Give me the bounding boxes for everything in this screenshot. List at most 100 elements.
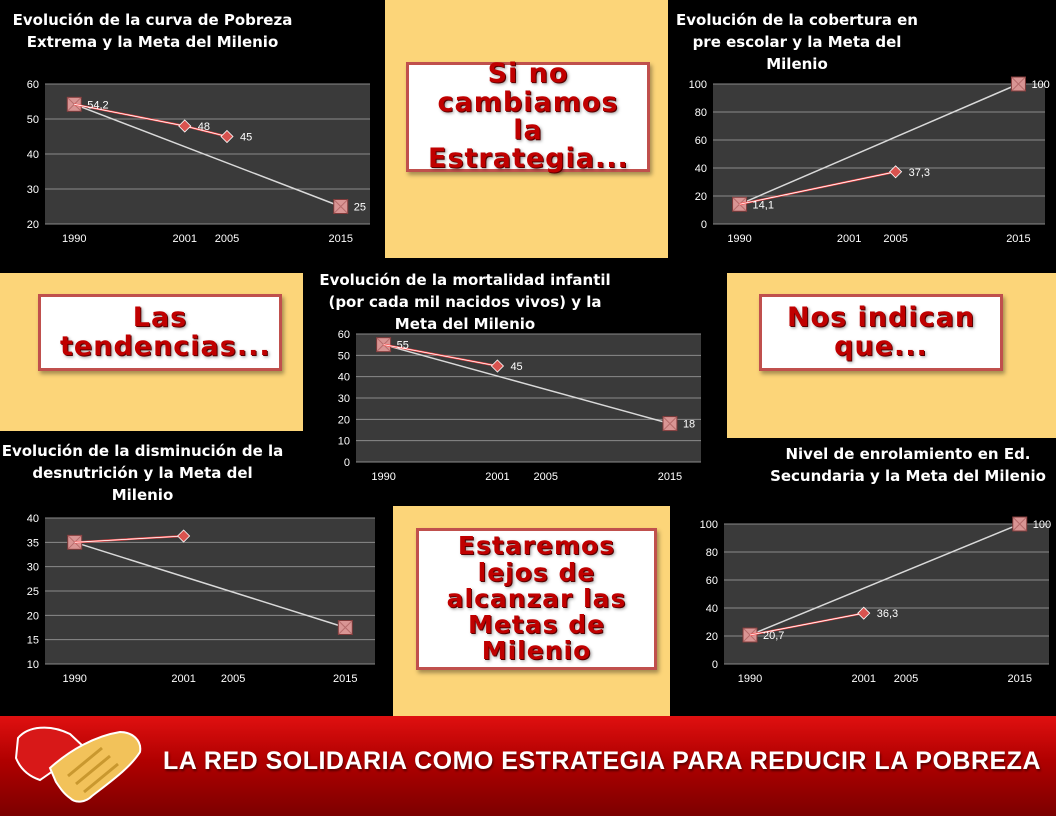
meta-point-shade — [1012, 516, 1028, 532]
y-tick-label: 50 — [338, 350, 350, 362]
y-tick-label: 40 — [27, 149, 39, 161]
callout-left-text: Las tendencias... — [60, 302, 271, 362]
meta-line — [739, 83, 1019, 205]
y-tick-label: 35 — [27, 537, 39, 549]
data-label: 25 — [354, 202, 366, 214]
x-tick-label: 2015 — [333, 673, 357, 685]
x-tick-label: 1990 — [727, 233, 751, 245]
data-label: 36,3 — [877, 608, 898, 620]
y-tick-label: 0 — [344, 457, 350, 469]
y-tick-label: 20 — [27, 610, 39, 622]
x-tick-label: 2015 — [1006, 233, 1030, 245]
y-tick-label: 20 — [27, 219, 39, 231]
chart-3-title: Evolución de la mortalidad infantil (por… — [319, 271, 611, 333]
data-label: 45 — [510, 361, 522, 373]
meta-point-shade — [662, 416, 678, 431]
footer-banner — [0, 716, 1056, 816]
meta-line — [73, 103, 342, 208]
chart-pobreza-extrema: 20 30 40 50 60 1990 2001 2005 2015 25 54,2 48 45 — [27, 79, 370, 245]
callout-bottom-text: Estaremos lejos de alcanzar las Metas de… — [446, 531, 627, 666]
x-tick-label: 2001 — [837, 233, 861, 245]
meta-point-shade — [1011, 76, 1026, 92]
x-tick-label: 1990 — [62, 673, 86, 685]
x-tick-label: 2005 — [894, 673, 918, 685]
plot-area — [724, 524, 1049, 664]
y-tick-label: 30 — [27, 562, 39, 574]
chart-enrolamiento-secundaria: 0 20 40 60 80 100 1990 2001 2005 2015 100 20,7 36,3 — [700, 516, 1051, 685]
data-label: 37,3 — [909, 167, 930, 179]
actual-point — [857, 606, 871, 620]
x-tick-label: 1990 — [738, 673, 762, 685]
meta-line — [74, 541, 346, 629]
x-tick-label: 2005 — [221, 673, 245, 685]
y-tick-label: 60 — [695, 135, 707, 147]
actual-line-highlight — [383, 344, 498, 367]
y-tick-label: 10 — [27, 659, 39, 671]
y-tick-label: 80 — [695, 107, 707, 119]
y-tick-label: 60 — [706, 575, 718, 587]
actual-point — [220, 129, 234, 144]
chart-4-title: Evolución de la disminución de la desnut… — [1, 442, 284, 504]
data-label: 48 — [198, 121, 210, 133]
callout-right-text: Nos indican que... — [786, 302, 976, 362]
x-tick-label: 2001 — [852, 673, 876, 685]
meta-point-shade — [742, 627, 758, 643]
y-tick-label: 15 — [27, 635, 39, 647]
x-tick-label: 2015 — [329, 233, 353, 245]
handshake-icon — [14, 726, 142, 803]
actual-line-highlight — [739, 171, 896, 205]
y-tick-label: 30 — [338, 393, 350, 405]
y-tick-label: 10 — [338, 436, 350, 448]
y-tick-label: 50 — [27, 114, 39, 126]
chart-5-title: Nivel de enrolamiento en Ed. Secundaria … — [770, 445, 1046, 485]
y-tick-label: 100 — [689, 79, 707, 91]
actual-point — [178, 119, 192, 133]
callout-bottom: Estaremos lejos de alcanzar las Metas de… — [416, 528, 657, 670]
meta-point-shade — [333, 199, 349, 214]
y-tick-label: 0 — [701, 219, 707, 231]
data-label: 100 — [1033, 519, 1051, 531]
x-tick-label: 1990 — [371, 471, 395, 483]
meta-line — [749, 523, 1021, 636]
data-label: 55 — [397, 340, 409, 352]
x-tick-label: 2015 — [658, 471, 682, 483]
data-label: 54,2 — [87, 99, 108, 111]
y-tick-label: 20 — [338, 414, 350, 426]
x-tick-label: 2001 — [171, 673, 195, 685]
y-tick-label: 40 — [27, 513, 39, 525]
callout-right: Nos indican que... — [759, 294, 1003, 371]
chart-cobertura-preescolar: 0 20 40 60 80 100 1990 2001 2005 2015 100 14,1 37,3 — [689, 76, 1050, 245]
actual-point — [177, 529, 191, 543]
chart-desnutricion: 10 15 20 25 30 35 40 1990 2001 2005 2015 — [27, 513, 375, 685]
y-tick-label: 25 — [27, 586, 39, 598]
data-label: 100 — [1031, 79, 1049, 91]
y-tick-label: 40 — [695, 163, 707, 175]
y-tick-label: 20 — [695, 191, 707, 203]
y-tick-label: 0 — [712, 659, 718, 671]
callout-top-text: Si no cambiamos la Estrategia... — [428, 58, 629, 175]
chart-mortalidad-infantil: 0 10 20 30 40 50 60 1990 2001 2005 2015 18 55 45 — [338, 329, 701, 483]
y-tick-label: 40 — [706, 603, 718, 615]
plot-area — [713, 84, 1045, 224]
chart-2-title: Evolución de la cobertura en pre escolar… — [676, 11, 918, 73]
x-tick-label: 1990 — [62, 233, 86, 245]
y-tick-label: 60 — [27, 79, 39, 91]
meta-line — [383, 343, 671, 425]
y-tick-label: 30 — [27, 184, 39, 196]
data-label: 45 — [240, 132, 252, 144]
actual-point — [490, 359, 505, 373]
data-label: 18 — [683, 419, 695, 431]
meta-point-shade — [337, 620, 353, 635]
callout-left: Las tendencias... — [38, 294, 282, 371]
callout-top: Si no cambiamos la Estrategia... — [406, 58, 650, 175]
x-tick-label: 2005 — [215, 233, 239, 245]
x-tick-label: 2001 — [485, 471, 509, 483]
y-tick-label: 60 — [338, 329, 350, 341]
y-tick-label: 20 — [706, 631, 718, 643]
y-tick-label: 80 — [706, 547, 718, 559]
actual-line-highlight — [74, 535, 184, 543]
x-tick-label: 2005 — [534, 471, 558, 483]
x-tick-label: 2005 — [883, 233, 907, 245]
data-label: 20,7 — [763, 630, 784, 642]
actual-point — [889, 165, 903, 179]
